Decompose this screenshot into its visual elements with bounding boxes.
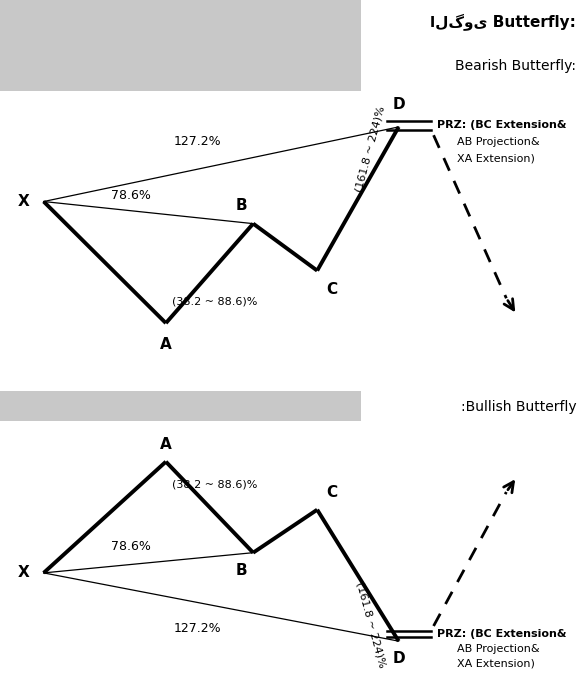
- Text: A: A: [160, 437, 172, 452]
- Text: 78.6%: 78.6%: [111, 540, 151, 553]
- Text: AB Projection&: AB Projection&: [457, 137, 540, 147]
- Text: PRZ: (BC Extension&: PRZ: (BC Extension&: [436, 120, 566, 129]
- Text: Bearish Butterfly:: Bearish Butterfly:: [455, 59, 576, 73]
- Text: D: D: [392, 651, 405, 667]
- Text: B: B: [236, 197, 247, 212]
- Text: XA Extension): XA Extension): [457, 659, 535, 669]
- Text: XA Extension): XA Extension): [457, 154, 535, 164]
- Text: :Bullish Butterfly: :Bullish Butterfly: [460, 400, 576, 414]
- Text: D: D: [392, 96, 405, 112]
- Text: 127.2%: 127.2%: [174, 135, 222, 148]
- Text: A: A: [160, 337, 172, 352]
- Text: B: B: [236, 563, 247, 578]
- Text: X: X: [17, 565, 29, 580]
- Text: (38.2 ~ 88.6)%: (38.2 ~ 88.6)%: [172, 297, 257, 307]
- Bar: [0, 0, 361, 91]
- Text: (38.2 ~ 88.6)%: (38.2 ~ 88.6)%: [172, 479, 257, 489]
- Text: C: C: [326, 282, 337, 297]
- Text: 127.2%: 127.2%: [174, 622, 222, 635]
- Text: (161.8 ~ 224)%: (161.8 ~ 224)%: [354, 580, 387, 669]
- Text: الگوی Butterfly:: الگوی Butterfly:: [430, 13, 576, 30]
- Text: (161.8 ~ 224)%: (161.8 ~ 224)%: [354, 105, 387, 193]
- Text: X: X: [17, 194, 29, 209]
- Text: PRZ: (BC Extension&: PRZ: (BC Extension&: [436, 629, 566, 639]
- Text: C: C: [326, 485, 337, 499]
- Text: AB Projection&: AB Projection&: [457, 644, 540, 654]
- Text: 78.6%: 78.6%: [111, 189, 151, 202]
- Bar: [0, 391, 361, 421]
